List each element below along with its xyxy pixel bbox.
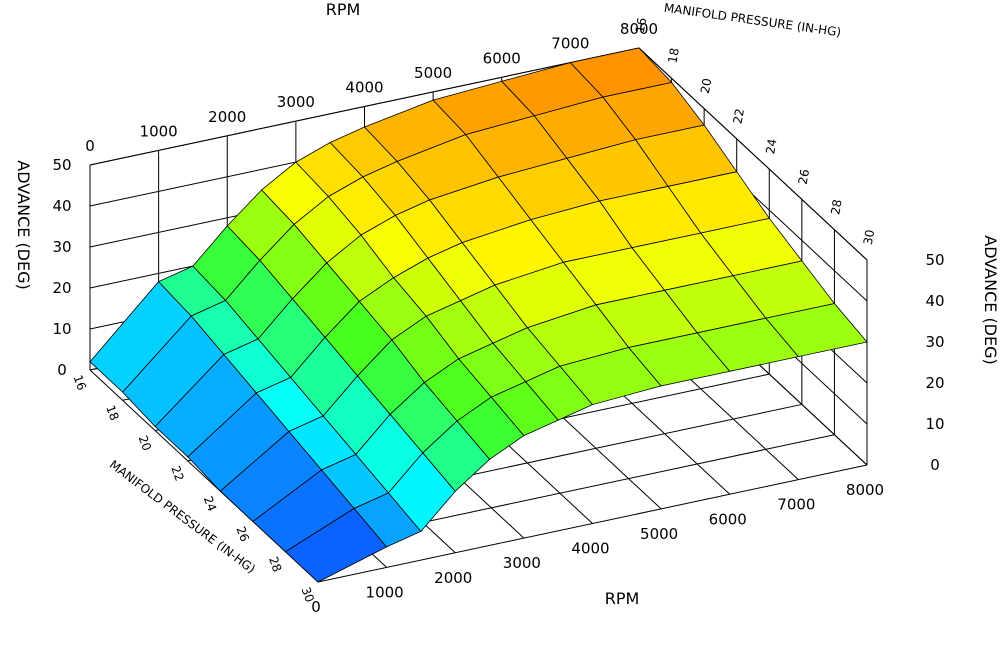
map-tick-label-top: 30 [861,229,877,246]
rpm-tick-label-top: 2000 [208,108,246,126]
map-tick-label-top: 20 [698,77,714,94]
rpm-tick-label-top: 0 [85,137,95,155]
rpm-tick-label-top: 7000 [551,35,589,53]
rpm-tick-label-top: 5000 [414,64,452,82]
map-tick-label-left: 28 [266,555,284,574]
map-tick-label-left: 30 [299,585,317,604]
advance-tick-label-right: 20 [925,374,944,392]
rpm-tick-label-top: 3000 [277,93,315,111]
rpm-tick-label-front: 7000 [777,496,815,514]
rpm-axis-title-front: RPM [605,589,640,608]
advance-tick-label-left: 20 [52,279,71,297]
surface-cell [569,47,673,98]
advance-tick-label-left: 10 [52,320,71,338]
advance-axis-title-left: ADVANCE (DEG) [14,160,33,290]
map-tick-label-top: 26 [796,168,812,185]
advance-tick-label-right: 30 [925,333,944,351]
map-tick-label-top: 18 [665,47,681,64]
advance-tick-label-left: 30 [52,238,71,256]
rpm-tick-label-front: 0 [311,598,321,616]
advance-axis-title-right: ADVANCE (DEG) [981,235,1000,365]
rpm-tick-label-front: 1000 [366,583,404,601]
rpm-tick-label-front: 2000 [434,569,472,587]
advance-tick-label-right: 40 [925,292,944,310]
map-tick-label-left: 24 [201,494,219,513]
rpm-axis-title-top: RPM [326,0,361,19]
rpm-tick-label-front: 4000 [571,540,609,558]
advance-tick-label-right: 10 [925,415,944,433]
top-frame-line [89,47,640,166]
advance-tick-label-left: 0 [57,361,67,379]
rpm-tick-label-front: 5000 [640,525,678,543]
map-tick-label-left: 16 [71,373,89,392]
surface-mesh [89,47,868,583]
rpm-tick-label-top: 4000 [345,79,383,97]
map-tick-label-left: 20 [136,434,154,453]
top-frame-line [638,47,868,261]
map-tick-label-left: 22 [168,464,186,483]
rpm-tick-label-top: 6000 [483,49,521,67]
map-tick-label-top: 28 [828,198,844,215]
advance-tick-label-left: 50 [52,156,71,174]
map-tick-label-top: 24 [763,138,779,155]
rpm-tick-label-top: 1000 [140,122,178,140]
map-tick-label-top: 22 [731,107,747,124]
rpm-tick-label-front: 3000 [503,554,541,572]
rpm-tick-label-front: 6000 [709,510,747,528]
map-tick-label-top: 16 [633,17,649,34]
floor-grid-line [317,464,868,583]
advance-tick-label-right: 50 [925,251,944,269]
rpm-tick-label-front: 8000 [846,481,884,499]
advance-tick-label-right: 0 [930,456,940,474]
map-tick-label-left: 26 [233,524,251,543]
map-axis-title-top: MANIFOLD PRESSURE (IN-HG) [663,1,842,40]
map-tick-label-left: 18 [103,403,121,422]
rpm-tick-label-top: 8000 [620,20,658,38]
advance-tick-label-left: 40 [52,197,71,215]
